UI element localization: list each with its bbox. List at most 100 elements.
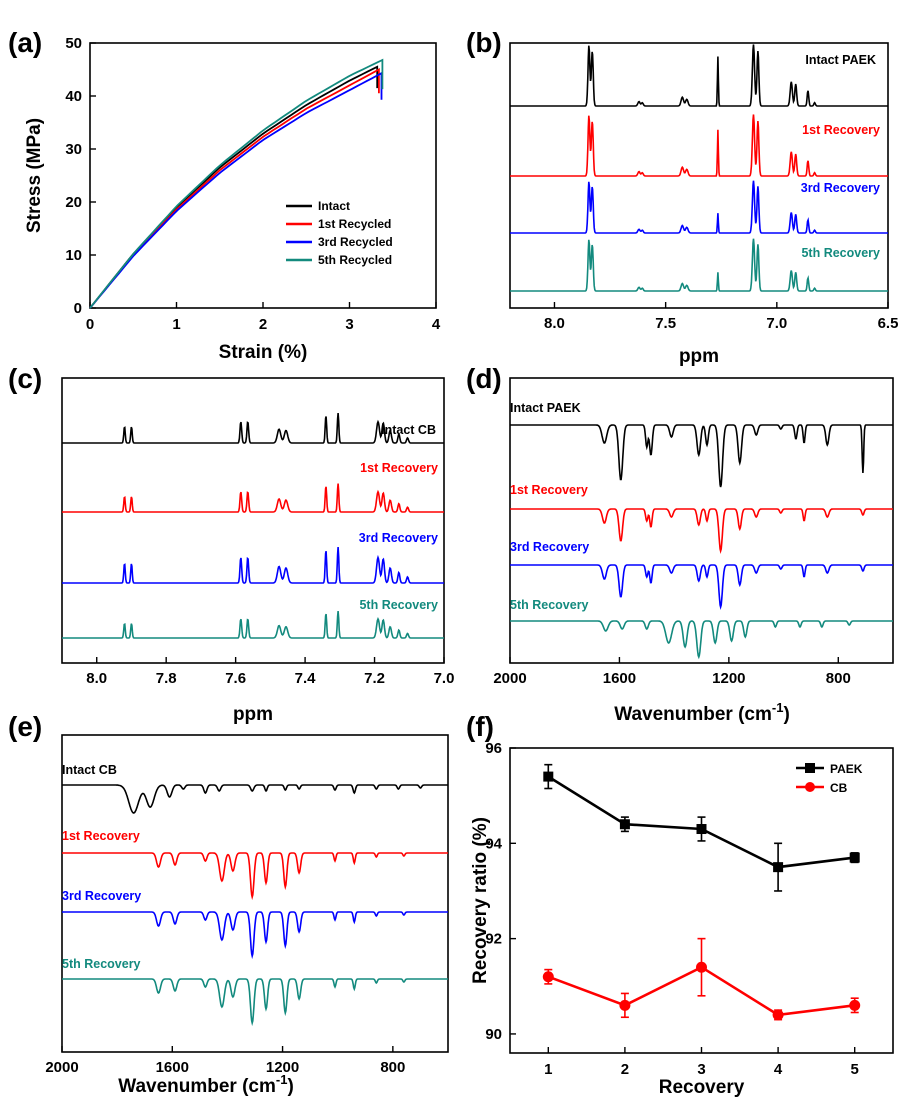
x-tick-label: 800: [380, 1059, 405, 1076]
spectrum-line: [510, 620, 893, 660]
x-tick-label: 8.0: [86, 670, 107, 687]
spectrum-line: [62, 611, 444, 639]
x-axis-title: Recovery: [659, 1077, 745, 1098]
legend-entry: 5th Recycled: [318, 253, 392, 267]
y-tick-label: 40: [65, 88, 82, 105]
trace-label: 5th Recovery: [801, 246, 880, 260]
x-axis-title: ppm: [679, 346, 719, 367]
panel-label-a: (a): [8, 27, 42, 58]
x-axis-title: Strain (%): [219, 342, 308, 363]
spectrum-line: [510, 114, 888, 177]
data-point-circle: [772, 1009, 784, 1021]
x-axis-title-superscript: -1: [772, 700, 784, 715]
data-point-square: [696, 824, 707, 835]
x-tick-label: 2: [621, 1061, 629, 1078]
spectrum-line: [510, 424, 893, 488]
spectrum-line: [510, 44, 888, 107]
panel-d-paek-ftir-chart: (d) 2000 1600 1200 800 Intact PAEK 1st Recover…: [466, 363, 894, 725]
data-point-square: [849, 852, 860, 863]
y-tick-label: 10: [65, 247, 82, 264]
spectrum-line: [62, 978, 448, 1027]
x-tick-label: 7.0: [434, 670, 455, 687]
y-tick-label: 20: [65, 194, 82, 211]
x-axis-title: Wavenumber (cm-1): [614, 700, 790, 725]
trace-label: Intact PAEK: [510, 401, 581, 415]
data-point-square: [619, 819, 630, 830]
x-tick-label: 1600: [603, 670, 636, 687]
data-point-circle: [696, 961, 707, 973]
x-axis-title-main: ppm: [679, 346, 719, 367]
x-tick-label: 1: [544, 1061, 552, 1078]
data-point-square: [543, 771, 554, 782]
plot-frame: [61, 734, 449, 1053]
stress-strain-line: [89, 58, 384, 309]
plot-frame: [61, 377, 445, 664]
data-point-circle: [542, 971, 554, 983]
x-tick-label: 7.4: [295, 670, 317, 687]
x-tick-label: 4: [432, 316, 441, 333]
x-tick-label: 2000: [45, 1059, 78, 1076]
spectrum-line: [510, 564, 893, 611]
spectrum-line: [62, 547, 444, 584]
spectrum-line: [510, 180, 888, 234]
trace-label: Intact CB: [381, 423, 436, 437]
y-tick-label: 94: [485, 835, 502, 852]
x-tick-label: 7.2: [364, 670, 385, 687]
x-tick-label: 3: [697, 1061, 705, 1078]
x-axis-title-main: ppm: [233, 704, 273, 725]
y-tick-label: 90: [485, 1026, 502, 1043]
legend-marker: [805, 782, 815, 792]
panel-c-cb-nmr-chart: (c) 8.0 7.8 7.6 7.4 7.2 7.0 Intact CB 1st Recove…: [8, 363, 454, 725]
x-tick-label: 8.0: [544, 315, 565, 332]
y-axis-title: Stress (MPa): [24, 118, 45, 233]
data-point-circle: [619, 999, 631, 1011]
x-tick-label: 3: [345, 316, 353, 333]
x-tick-label: 5: [851, 1061, 859, 1078]
x-tick-label: 1200: [266, 1059, 299, 1076]
x-axis-title-end: ): [287, 1076, 293, 1097]
spectrum-line: [62, 483, 444, 513]
trace-label: 5th Recovery: [62, 957, 141, 971]
trace-label: 5th Recovery: [510, 598, 589, 612]
x-tick-label: 1200: [712, 670, 745, 687]
y-tick-label: 0: [74, 300, 82, 317]
x-axis-title-main: Wavenumber (cm: [118, 1076, 276, 1097]
trace-label: 5th Recovery: [359, 598, 438, 612]
trace-label: Intact CB: [62, 763, 117, 777]
trace-label: 1st Recovery: [802, 123, 880, 137]
data-point-circle: [849, 999, 861, 1011]
panel-label-d: (d): [466, 363, 502, 394]
x-tick-label: 1600: [156, 1059, 189, 1076]
plot-frame: [509, 377, 894, 664]
legend-entry: 1st Recycled: [318, 217, 391, 231]
panel-label-e: (e): [8, 711, 42, 742]
spectrum-line: [510, 508, 893, 555]
trace-label: 3rd Recovery: [62, 889, 141, 903]
x-axis-title-superscript: -1: [276, 1072, 288, 1087]
spectrum-line: [62, 784, 448, 814]
panel-e-cb-ftir-chart: (e) 2000 1600 1200 800 Intact CB 1st Recovery 3…: [8, 711, 449, 1097]
legend-entry: CB: [830, 781, 848, 795]
x-axis-title: ppm: [233, 704, 273, 725]
x-tick-label: 0: [86, 316, 94, 333]
legend-entry: Intact: [318, 199, 350, 213]
trace-label: 3rd Recovery: [510, 540, 589, 554]
legend-entry: PAEK: [830, 762, 863, 776]
y-tick-label: 50: [65, 35, 82, 52]
y-axis-title: Recovery ratio (%): [470, 817, 491, 984]
y-tick-label: 96: [485, 740, 502, 757]
panel-f-recovery-ratio-chart: (f) 1 2 3 4 5 90 92 94 96 Recovery Recovery ratio (…: [466, 711, 894, 1098]
x-axis-title: Wavenumber (cm-1): [118, 1072, 294, 1097]
x-tick-label: 7.5: [655, 315, 676, 332]
data-point-square: [773, 862, 784, 873]
x-tick-label: 2000: [493, 670, 526, 687]
panel-label-f: (f): [466, 711, 494, 742]
x-tick-label: 7.6: [225, 670, 246, 687]
spectrum-line: [62, 852, 448, 901]
spectrum-line: [510, 238, 888, 292]
x-tick-label: 2: [259, 316, 267, 333]
y-tick-label: 30: [65, 141, 82, 158]
